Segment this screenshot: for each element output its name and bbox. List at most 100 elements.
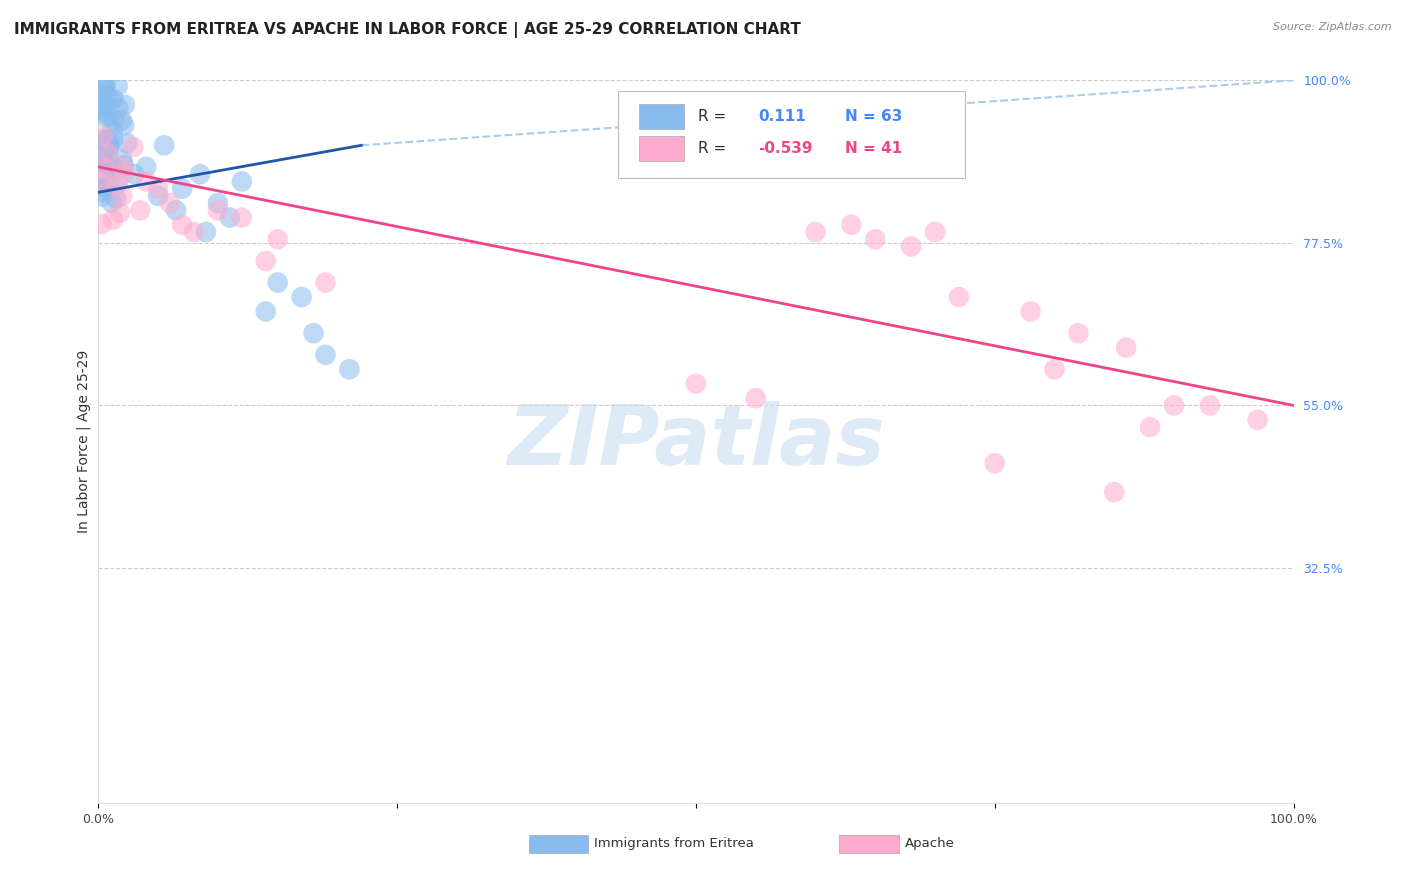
Point — [93, 105, 115, 120]
Point — [219, 211, 242, 225]
Point — [153, 138, 176, 153]
Y-axis label: In Labor Force | Age 25-29: In Labor Force | Age 25-29 — [77, 350, 91, 533]
Point — [107, 176, 129, 190]
Point — [100, 93, 122, 107]
FancyBboxPatch shape — [619, 91, 965, 178]
Text: R =: R = — [699, 109, 727, 124]
Point — [231, 174, 253, 188]
Point — [172, 218, 194, 232]
Point — [96, 179, 118, 194]
Point — [90, 101, 112, 115]
Point — [98, 139, 121, 153]
Point — [315, 348, 337, 362]
Point — [98, 138, 121, 153]
Point — [207, 196, 229, 211]
Point — [111, 153, 134, 167]
Point — [111, 113, 134, 128]
Point — [1163, 398, 1185, 412]
Point — [148, 189, 170, 203]
Point — [107, 101, 129, 115]
Point — [94, 98, 117, 112]
Point — [745, 391, 768, 405]
Point — [254, 304, 277, 318]
Point — [111, 160, 134, 174]
Point — [89, 185, 111, 199]
Point — [94, 111, 117, 125]
FancyBboxPatch shape — [529, 835, 589, 854]
Point — [96, 158, 118, 172]
Text: 0.111: 0.111 — [758, 109, 806, 124]
Point — [94, 167, 117, 181]
Point — [91, 189, 114, 203]
Point — [93, 145, 115, 160]
Point — [291, 290, 314, 304]
Point — [1019, 304, 1042, 318]
Point — [101, 132, 124, 146]
Point — [97, 109, 120, 123]
Text: R =: R = — [699, 141, 727, 156]
Point — [100, 159, 122, 173]
Point — [1043, 362, 1066, 376]
Point — [114, 97, 136, 112]
Point — [984, 456, 1007, 470]
Point — [112, 167, 135, 181]
Point — [90, 217, 112, 231]
Point — [91, 129, 114, 144]
Point — [1115, 341, 1137, 355]
Text: -0.539: -0.539 — [758, 141, 813, 156]
FancyBboxPatch shape — [638, 136, 685, 161]
Point — [108, 206, 131, 220]
Point — [112, 118, 135, 132]
Point — [924, 225, 946, 239]
Point — [302, 326, 325, 340]
Point — [94, 78, 117, 92]
Point — [97, 145, 120, 160]
Text: N = 41: N = 41 — [845, 141, 903, 156]
Point — [1247, 413, 1270, 427]
Point — [207, 203, 229, 218]
Point — [315, 276, 337, 290]
Point — [93, 132, 115, 146]
Text: Immigrants from Eritrea: Immigrants from Eritrea — [595, 838, 754, 850]
Point — [93, 98, 115, 112]
Point — [900, 239, 922, 253]
Point — [93, 174, 115, 188]
Point — [267, 232, 290, 246]
Point — [111, 189, 134, 203]
Text: Source: ZipAtlas.com: Source: ZipAtlas.com — [1274, 22, 1392, 32]
Text: Apache: Apache — [905, 838, 955, 850]
Point — [107, 78, 129, 93]
Point — [90, 141, 112, 155]
Point — [124, 167, 146, 181]
Point — [91, 80, 114, 95]
Point — [91, 153, 114, 168]
Point — [183, 225, 205, 239]
Point — [865, 232, 887, 246]
Point — [1067, 326, 1090, 340]
FancyBboxPatch shape — [638, 104, 685, 129]
Point — [1139, 420, 1161, 434]
Point — [93, 156, 115, 170]
Point — [841, 218, 863, 232]
Point — [101, 123, 124, 137]
Point — [89, 87, 111, 102]
Point — [231, 211, 253, 225]
FancyBboxPatch shape — [839, 835, 900, 854]
Point — [105, 191, 128, 205]
Point — [129, 203, 152, 218]
Point — [90, 137, 112, 152]
Point — [112, 158, 135, 172]
Point — [948, 290, 970, 304]
Point — [188, 167, 211, 181]
Text: N = 63: N = 63 — [845, 109, 903, 124]
Text: IMMIGRANTS FROM ERITREA VS APACHE IN LABOR FORCE | AGE 25-29 CORRELATION CHART: IMMIGRANTS FROM ERITREA VS APACHE IN LAB… — [14, 22, 801, 38]
Point — [148, 182, 170, 196]
Point — [101, 196, 124, 211]
Point — [97, 146, 120, 161]
Point — [135, 174, 157, 188]
Point — [97, 139, 120, 153]
Point — [97, 131, 120, 145]
Point — [135, 160, 157, 174]
Point — [103, 112, 125, 127]
Point — [94, 80, 117, 95]
